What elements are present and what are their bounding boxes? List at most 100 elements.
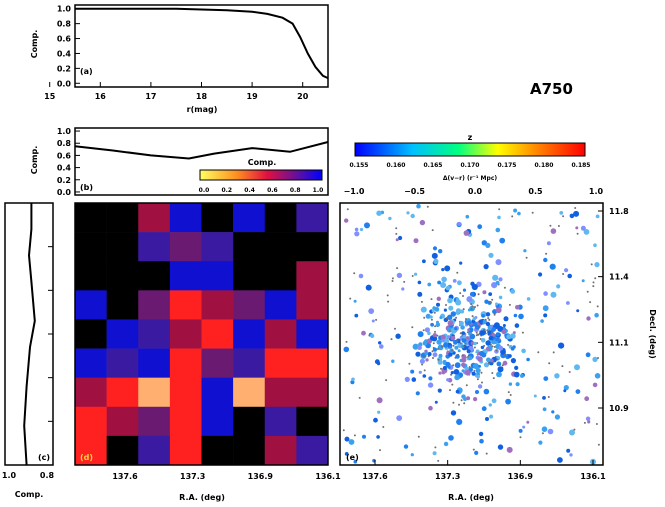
galaxy-point xyxy=(362,434,366,439)
galaxy-point xyxy=(422,374,427,378)
galaxy-point xyxy=(495,227,501,233)
galaxy-point xyxy=(458,320,464,326)
galaxy-point xyxy=(476,378,479,381)
galaxy-point xyxy=(543,376,549,381)
galaxy-point xyxy=(489,414,494,419)
galaxy-point xyxy=(531,211,534,214)
galaxy-point xyxy=(391,277,394,280)
galaxy-point xyxy=(431,350,434,353)
galaxy-point xyxy=(410,213,415,219)
galaxy-point xyxy=(513,208,518,213)
scatter-colorbar-tick: 0.185 xyxy=(572,162,591,169)
galaxy-point xyxy=(376,397,383,404)
galaxy-point xyxy=(471,305,474,308)
galaxy-point xyxy=(437,280,441,285)
galaxy-point xyxy=(398,235,403,241)
galaxy-point xyxy=(473,346,476,349)
galaxy-point xyxy=(491,298,494,301)
scatter-colorbar-tick: 0.155 xyxy=(350,162,369,169)
galaxy-point xyxy=(447,314,453,320)
galaxy-point xyxy=(594,312,599,318)
heatmap-cell xyxy=(233,203,266,233)
heatmap-cell xyxy=(106,232,139,262)
heatmap-cell xyxy=(233,435,266,466)
galaxy-point xyxy=(495,349,498,352)
galaxy-point xyxy=(450,335,456,341)
galaxy-point xyxy=(417,435,420,438)
galaxy-point xyxy=(382,426,385,428)
galaxy-point xyxy=(481,314,485,318)
heatmap-cell xyxy=(296,232,329,262)
galaxy-point xyxy=(468,367,473,372)
galaxy-point xyxy=(424,351,428,356)
heatmap-cell xyxy=(264,319,297,349)
galaxy-point xyxy=(450,410,457,416)
galaxy-point xyxy=(482,319,487,325)
galaxy-point xyxy=(592,285,595,288)
heatmap-cell xyxy=(201,348,234,378)
galaxy-point xyxy=(507,391,510,394)
galaxy-point xyxy=(541,426,548,433)
galaxy-point xyxy=(433,311,436,314)
galaxy-point xyxy=(344,218,349,223)
galaxy-point xyxy=(443,338,450,344)
galaxy-point xyxy=(394,327,396,330)
galaxy-point xyxy=(437,348,439,350)
galaxy-point xyxy=(517,211,521,216)
galaxy-point xyxy=(496,361,502,367)
panel-e-ytick-label: 11.4 xyxy=(609,273,629,282)
galaxy-point xyxy=(471,371,476,376)
galaxy-point xyxy=(548,362,551,365)
galaxy-point xyxy=(486,329,489,332)
galaxy-point xyxy=(545,252,548,255)
heatmap-cell xyxy=(233,348,266,378)
galaxy-point xyxy=(455,299,462,306)
galaxy-point xyxy=(537,351,540,354)
galaxy-point xyxy=(514,365,519,370)
heatmap-cell xyxy=(201,232,234,262)
galaxy-point xyxy=(470,308,473,311)
galaxy-point xyxy=(461,357,467,363)
heatmap-cell xyxy=(264,406,297,437)
galaxy-point xyxy=(581,279,585,283)
heatmap-cell xyxy=(138,348,171,378)
galaxy-point xyxy=(403,444,409,449)
panel-e-ylabel: Decl. (deg) xyxy=(648,309,657,359)
galaxy-point xyxy=(502,360,508,366)
panel-b-completeness-ra: 0.0 0.2 0.4 0.6 0.8 1.0 Comp. (b) xyxy=(30,127,329,197)
galaxy-point xyxy=(385,379,388,382)
galaxy-point xyxy=(497,366,504,373)
galaxy-point xyxy=(561,365,564,368)
galaxy-point xyxy=(477,293,480,296)
galaxy-point xyxy=(543,313,548,318)
galaxy-point xyxy=(460,309,465,314)
galaxy-point xyxy=(448,435,454,441)
galaxy-point xyxy=(495,332,500,337)
galaxy-point xyxy=(583,229,590,235)
galaxy-point xyxy=(473,397,478,402)
galaxy-point xyxy=(353,272,356,275)
galaxy-point xyxy=(376,435,380,439)
heatmap-cell xyxy=(75,435,107,466)
galaxy-point xyxy=(592,356,598,362)
galaxy-point xyxy=(431,229,434,232)
galaxy-point xyxy=(425,358,429,362)
galaxy-point xyxy=(451,383,454,386)
galaxy-point xyxy=(542,305,549,312)
galaxy-point xyxy=(461,331,466,335)
galaxy-point xyxy=(498,345,504,351)
heatmap-cell xyxy=(138,261,171,291)
galaxy-point xyxy=(462,334,467,339)
galaxy-point xyxy=(364,222,370,229)
galaxy-point xyxy=(448,305,454,311)
galaxy-point xyxy=(476,374,480,379)
galaxy-point xyxy=(542,396,546,400)
galaxy-point xyxy=(461,354,464,357)
galaxy-point xyxy=(497,325,504,332)
panel-a-xtick-label: 16 xyxy=(95,92,107,101)
galaxy-point xyxy=(350,380,355,385)
galaxy-point xyxy=(510,289,516,294)
galaxy-point xyxy=(439,316,443,320)
heatmap-cell xyxy=(201,203,234,233)
galaxy-point xyxy=(445,285,451,291)
